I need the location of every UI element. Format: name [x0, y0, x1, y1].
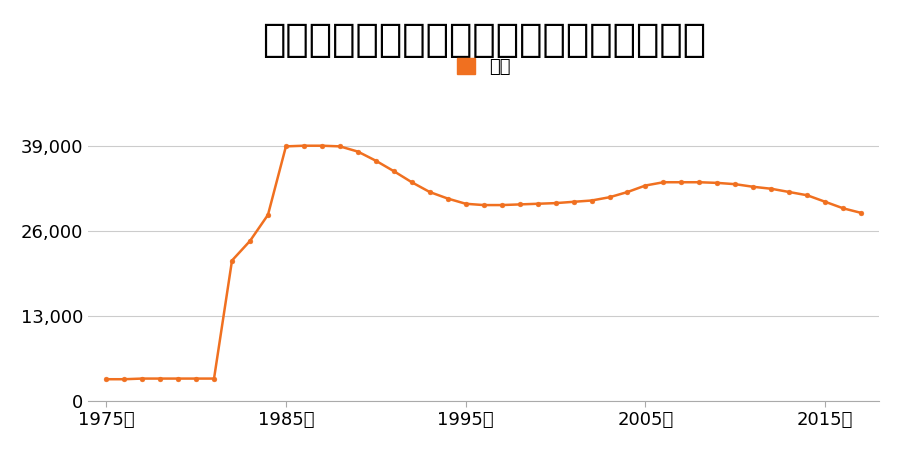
- Title: 北海道旭川市旭岡１丁目７番７の地価推移: 北海道旭川市旭岡１丁目７番７の地価推移: [262, 21, 706, 59]
- Legend: 価格: 価格: [449, 51, 518, 84]
